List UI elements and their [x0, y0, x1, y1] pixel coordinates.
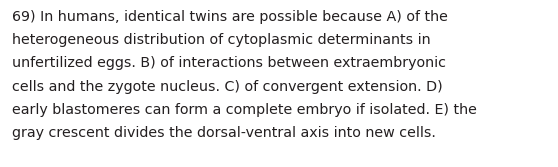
- Text: heterogeneous distribution of cytoplasmic determinants in: heterogeneous distribution of cytoplasmi…: [12, 33, 431, 47]
- Text: cells and the zygote nucleus. C) of convergent extension. D): cells and the zygote nucleus. C) of conv…: [12, 80, 442, 94]
- Text: early blastomeres can form a complete embryo if isolated. E) the: early blastomeres can form a complete em…: [12, 103, 477, 117]
- Text: unfertilized eggs. B) of interactions between extraembryonic: unfertilized eggs. B) of interactions be…: [12, 56, 446, 70]
- Text: 69) In humans, identical twins are possible because A) of the: 69) In humans, identical twins are possi…: [12, 10, 448, 24]
- Text: gray crescent divides the dorsal-ventral axis into new cells.: gray crescent divides the dorsal-ventral…: [12, 126, 436, 140]
